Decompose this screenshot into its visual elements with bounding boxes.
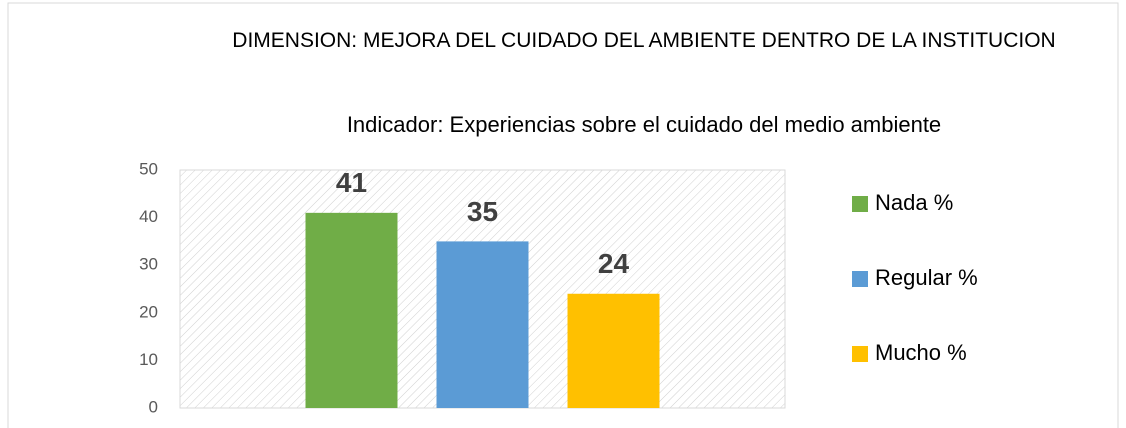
legend-swatch [852, 271, 868, 287]
legend-label: Regular % [875, 265, 978, 290]
y-tick-label: 30 [139, 255, 158, 274]
bar [567, 293, 660, 408]
chart-title: DIMENSION: MEJORA DEL CUIDADO DEL AMBIEN… [232, 29, 1056, 52]
data-label: 24 [598, 248, 630, 279]
y-tick-label: 0 [149, 397, 158, 416]
chart-frame [7, 2, 1119, 428]
legend-swatch [852, 346, 868, 362]
legend-label: Mucho % [875, 340, 967, 365]
y-tick-label: 20 [139, 302, 158, 321]
legend-label: Nada % [875, 190, 953, 215]
chart-subtitle: Indicador: Experiencias sobre el cuidado… [346, 112, 942, 137]
bar [436, 241, 529, 408]
y-tick-label: 10 [139, 350, 158, 369]
y-tick-label: 40 [139, 207, 158, 226]
data-label: 35 [467, 196, 498, 227]
legend-swatch [852, 196, 868, 212]
data-label: 41 [336, 167, 367, 198]
bar [305, 212, 398, 408]
y-tick-label: 50 [139, 159, 158, 178]
